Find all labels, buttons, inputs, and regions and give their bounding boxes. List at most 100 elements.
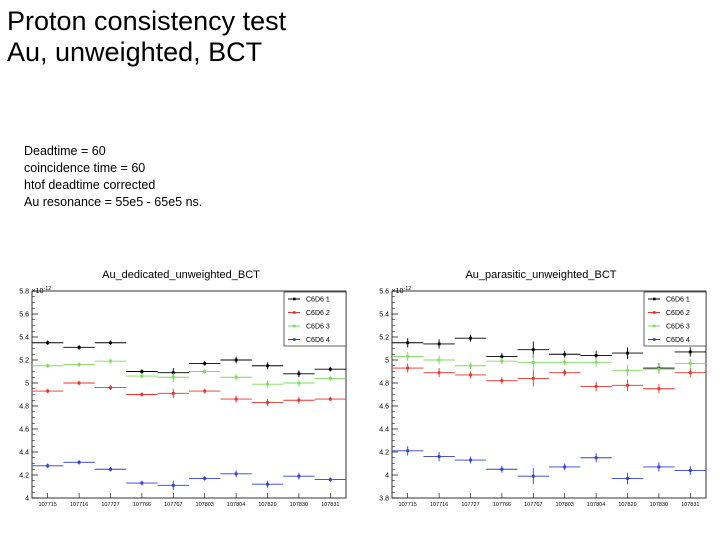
legend-box — [643, 291, 707, 347]
legend-marker — [653, 338, 656, 341]
x-tick-label: 107767 — [524, 502, 542, 508]
y-tick-label: 4.8 — [379, 381, 389, 388]
legend-marker — [293, 324, 296, 328]
data-point — [657, 465, 661, 469]
x-tick-label: 107716 — [70, 502, 88, 508]
legend-box — [283, 291, 347, 347]
x-tick-label: 107830 — [290, 502, 308, 508]
data-point — [77, 460, 81, 464]
data-point — [406, 449, 410, 453]
data-point — [109, 359, 112, 363]
data-point — [266, 401, 269, 404]
y-tick-label: 5.4 — [379, 312, 389, 319]
x-tick-label: 107716 — [430, 502, 448, 508]
data-point — [531, 348, 535, 352]
data-point — [297, 381, 301, 385]
y-tick-label: 4.8 — [19, 404, 29, 411]
legend-marker — [653, 324, 656, 328]
data-point — [563, 360, 567, 364]
legend-label: C6D6 3 — [666, 324, 690, 331]
legend-label: C6D6 4 — [306, 337, 330, 344]
y-tick-label: 5.6 — [379, 289, 389, 296]
data-point — [109, 386, 112, 389]
legend-label: C6D6 1 — [306, 297, 330, 304]
data-point — [531, 474, 535, 478]
slide-title-line-2: Au, unweighted, BCT — [7, 37, 263, 67]
x-tick-label: 107829 — [258, 502, 276, 508]
dedicated-chart: Au_dedicated_unweighted_BCT 4 4.2 4.4 4.6 4.8… — [19, 269, 347, 508]
legend: C6D6 1 C6D6 2 C6D6 3 C6D6 4 — [643, 291, 707, 347]
x-tick-label: 107715 — [39, 502, 57, 508]
settings-notes: Deadtime = 60 coincidence time = 60 htof… — [24, 143, 202, 211]
y-tick-label: 3.8 — [379, 496, 389, 503]
data-point — [234, 397, 238, 401]
note-resonance: Au resonance = 55e5 - 65e5 ns. — [24, 195, 203, 209]
y-tick-label: 4.6 — [19, 427, 29, 434]
data-point — [500, 379, 504, 383]
series-c6d6-4 — [32, 460, 346, 490]
series-c6d6-2 — [32, 380, 346, 406]
data-point — [203, 389, 207, 393]
legend-marker — [653, 297, 656, 301]
note-coincidence-time: coincidence time = 60 — [24, 161, 146, 175]
data-point — [626, 351, 629, 355]
y-tick-label: 5.2 — [379, 335, 389, 342]
data-point — [203, 370, 207, 373]
data-point — [77, 363, 81, 366]
x-tick-label: 107715 — [399, 502, 417, 508]
data-point — [531, 360, 535, 364]
x-tick-label: 107829 — [618, 502, 636, 508]
data-point — [594, 360, 598, 364]
y-tick-label: 5.2 — [19, 358, 29, 365]
data-point — [406, 366, 410, 370]
data-point — [140, 374, 144, 378]
x-tick-label: 107803 — [196, 502, 214, 508]
slide-title-line-1: Proton consistency test — [7, 6, 287, 36]
y-tick-label: 4.4 — [379, 427, 389, 434]
legend-marker — [293, 297, 296, 301]
data-point — [266, 364, 269, 368]
data-point — [46, 389, 50, 393]
data-point — [437, 342, 441, 346]
series-c6d6-4 — [392, 446, 706, 485]
x-tick-label: 107804 — [587, 502, 605, 508]
data-point — [500, 467, 504, 471]
data-point — [234, 375, 238, 379]
data-point — [688, 469, 692, 472]
legend-label: C6D6 1 — [666, 297, 690, 304]
data-point — [109, 341, 112, 345]
data-point — [140, 481, 144, 485]
y-tick-label: 4.4 — [19, 450, 29, 457]
data-point — [437, 358, 441, 362]
data-point — [626, 368, 629, 372]
data-point — [657, 367, 661, 371]
series-c6d6-1 — [32, 340, 346, 378]
data-point — [328, 377, 332, 380]
data-point — [500, 359, 504, 363]
x-tick-label: 107831 — [321, 502, 339, 508]
data-point — [328, 397, 332, 401]
legend-label: C6D6 2 — [666, 310, 690, 317]
x-tick-label: 107727 — [461, 502, 479, 508]
chart-title: Au_dedicated_unweighted_BCT — [102, 269, 260, 281]
y-tick-label: 5 — [25, 381, 29, 388]
y-tick-label: 5.4 — [19, 335, 29, 342]
series-c6d6-2 — [392, 363, 706, 394]
x-tick-label: 107831 — [681, 502, 699, 508]
y-tick-label: 4 — [25, 496, 29, 503]
data-point — [594, 456, 598, 460]
y-tick-label: 5.6 — [19, 312, 29, 319]
data-point — [234, 358, 238, 362]
data-point — [626, 477, 629, 480]
data-point — [266, 482, 269, 486]
series-c6d6-3 — [392, 351, 706, 377]
data-point — [46, 341, 50, 345]
data-point — [500, 355, 504, 358]
data-point — [266, 382, 269, 386]
legend-label: C6D6 4 — [666, 337, 690, 344]
data-point — [688, 362, 692, 365]
data-point — [406, 341, 410, 345]
data-point — [469, 364, 472, 368]
legend-label: C6D6 3 — [306, 324, 330, 331]
data-point — [46, 464, 50, 468]
